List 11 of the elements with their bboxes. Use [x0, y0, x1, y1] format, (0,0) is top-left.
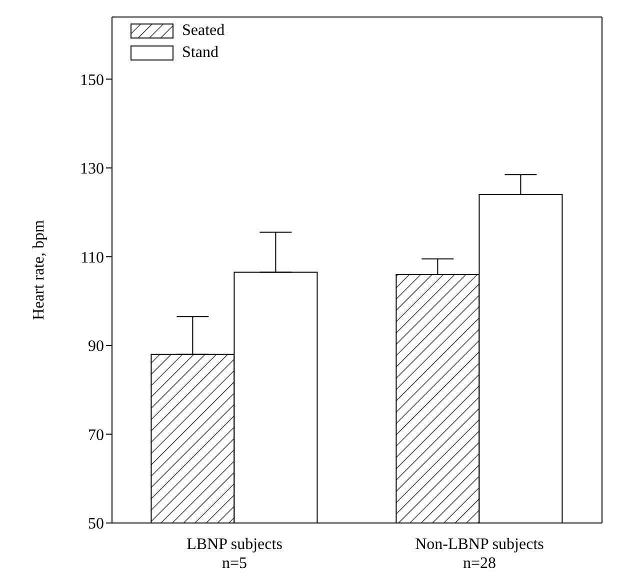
y-tick-label: 50 — [88, 516, 104, 533]
y-tick-label: 150 — [80, 72, 104, 89]
x-tick-label: LBNP subjects n=5 — [186, 536, 282, 572]
y-tick-label: 70 — [88, 426, 104, 444]
y-tick-label: 110 — [80, 249, 104, 266]
y-tick-label: 130 — [80, 160, 104, 178]
legend-label: Seated — [182, 22, 225, 40]
y-axis-title: Heart rate, bpm — [30, 219, 48, 320]
legend-label: Stand — [182, 44, 218, 62]
y-tick-label: 90 — [88, 338, 104, 356]
x-tick-label: Non-LBNP subjects n=28 — [415, 536, 544, 572]
